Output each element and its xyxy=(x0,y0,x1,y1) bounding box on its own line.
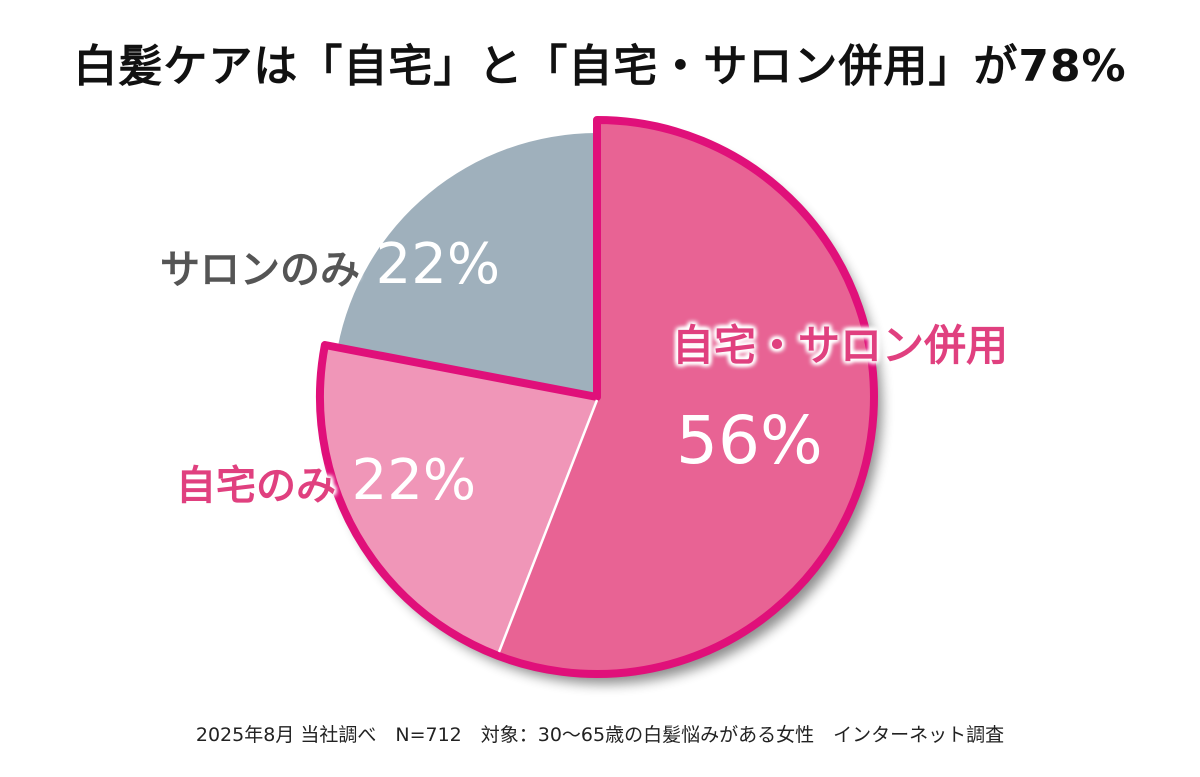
percent-label-home-and-salon: 56% xyxy=(676,402,823,479)
pie-slice-home-and-salon xyxy=(497,120,874,674)
pie-slice-salon-only xyxy=(337,133,597,397)
category-label: 自宅・サロン併用 xyxy=(672,321,1009,370)
highlight-outline xyxy=(315,116,878,678)
category-label: サロンのみ xyxy=(160,247,360,293)
label-home-and-salon: 自宅・サロン併用 xyxy=(672,312,1008,373)
label-salon-only: サロンのみ 22% xyxy=(160,232,500,297)
percent-label: 22% xyxy=(375,232,501,297)
label-home-only: 自宅のみ 22% xyxy=(176,448,476,513)
survey-footnote: 2025年8月 当社調べ N=712 対象：30～65歳の白髪悩みがある女性 イ… xyxy=(195,724,1005,746)
percent-label: 22% xyxy=(351,448,477,513)
chart-title: 白髪ケアは「自宅」と「自宅・サロン併用」が78% xyxy=(73,41,1127,92)
category-label: 自宅のみ xyxy=(176,463,336,509)
slice-divider xyxy=(497,399,599,653)
